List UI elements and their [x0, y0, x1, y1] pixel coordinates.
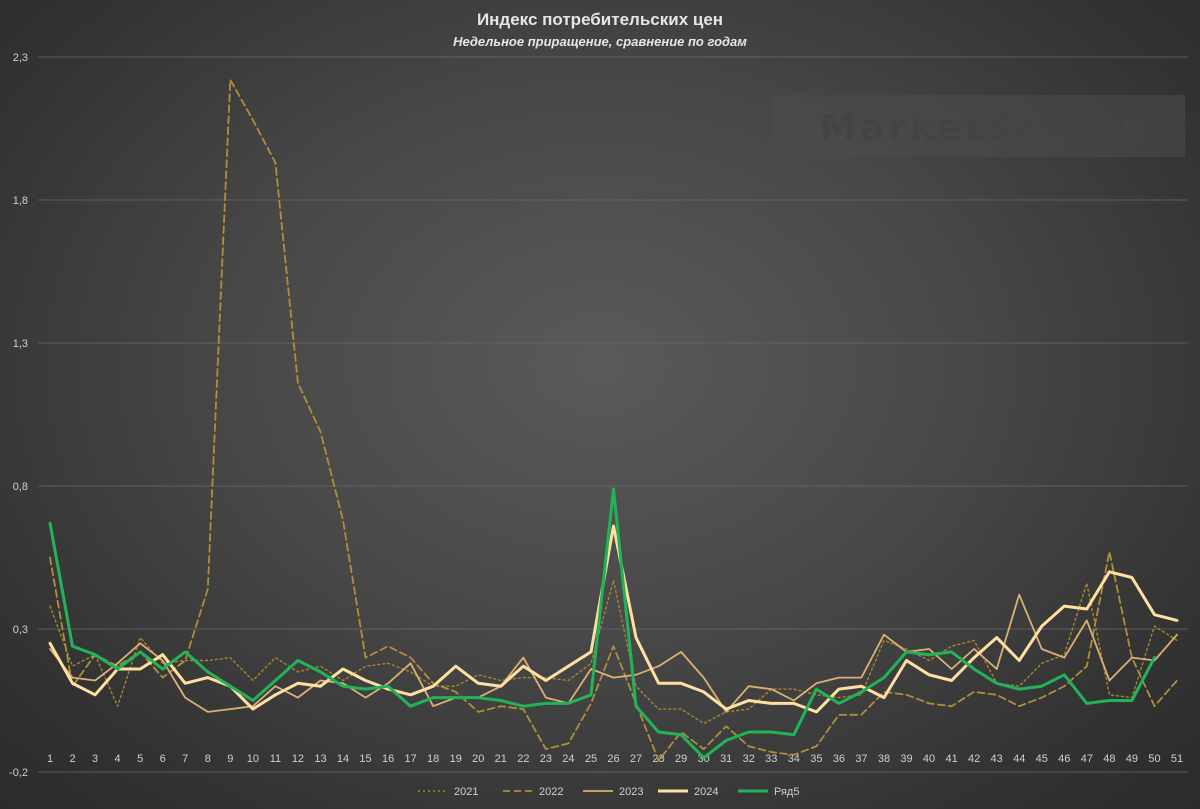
x-tick-label: 9	[227, 753, 233, 765]
x-tick-label: 8	[205, 753, 211, 765]
x-tick-label: 12	[292, 753, 304, 765]
series-lines	[48, 79, 1179, 762]
x-tick-label: 51	[1171, 753, 1183, 765]
x-tick-label: 5	[137, 753, 143, 765]
x-tick-label: 15	[359, 753, 371, 765]
x-tick-label: 45	[1036, 753, 1048, 765]
x-tick-label: 39	[900, 753, 912, 765]
gridlines	[38, 56, 1188, 773]
x-tick-label: 49	[1126, 753, 1138, 765]
series-line-1	[49, 579, 1178, 725]
x-tick-label: 26	[607, 753, 619, 765]
x-tick-label: 11	[270, 753, 281, 765]
y-tick-label: 2,3	[13, 52, 28, 64]
x-tick-label: 17	[405, 753, 417, 765]
y-tick-label: 0,3	[13, 624, 28, 636]
series-line-2	[49, 79, 1178, 762]
series-line-4	[48, 524, 1179, 714]
series-line-3	[49, 593, 1178, 713]
x-tick-label: 31	[720, 753, 732, 765]
x-tick-label: 33	[765, 753, 777, 765]
x-tick-label: 43	[991, 753, 1003, 765]
chart-title: Индекс потребительских цен	[477, 10, 723, 29]
legend-label: Ряд5	[774, 786, 799, 798]
x-tick-label: 47	[1081, 753, 1093, 765]
x-tick-label: 21	[495, 753, 507, 765]
x-tick-label: 13	[314, 753, 326, 765]
watermark-box	[773, 95, 1185, 157]
x-tick-label: 10	[247, 753, 259, 765]
x-tick-label: 22	[517, 753, 529, 765]
x-tick-label: 25	[585, 753, 597, 765]
x-tick-label: 27	[630, 753, 642, 765]
x-tick-label: 40	[923, 753, 935, 765]
x-tick-label: 23	[540, 753, 552, 765]
y-tick-label: 1,3	[13, 338, 28, 350]
x-tick-label: 41	[945, 753, 957, 765]
x-tick-label: 38	[878, 753, 890, 765]
legend-label: 2021	[454, 786, 478, 798]
legend-label: 2022	[539, 786, 563, 798]
x-tick-label: 24	[562, 753, 574, 765]
x-tick-label: 35	[810, 753, 822, 765]
x-tick-label: 16	[382, 753, 394, 765]
x-axis-ticks: 1 2 3 4 5 6 7 8 9 10 11 12 13 14 15 16 17 18 19 20 21 22 23 24 2…	[47, 753, 1183, 765]
x-tick-label: 50	[1148, 753, 1160, 765]
x-tick-label: 32	[743, 753, 755, 765]
x-tick-label: 44	[1013, 753, 1025, 765]
x-tick-label: 37	[855, 753, 867, 765]
x-tick-label: 29	[675, 753, 687, 765]
x-tick-label: 18	[427, 753, 439, 765]
x-tick-label: 34	[788, 753, 800, 765]
legend-label: 2023	[619, 786, 643, 798]
x-tick-label: 3	[92, 753, 98, 765]
x-tick-label: 20	[472, 753, 484, 765]
y-tick-label: -0,2	[9, 767, 28, 779]
series-line-5	[48, 487, 1156, 760]
x-tick-label: 1	[47, 753, 53, 765]
y-tick-label: 0,8	[13, 481, 28, 493]
x-tick-label: 48	[1103, 753, 1115, 765]
x-tick-label: 7	[182, 753, 188, 765]
x-tick-label: 2	[69, 753, 75, 765]
x-tick-label: 36	[833, 753, 845, 765]
watermark-logo: MarketScreen	[820, 108, 1150, 149]
x-tick-label: 46	[1058, 753, 1070, 765]
x-tick-label: 42	[968, 753, 980, 765]
legend-label: 2024	[694, 786, 718, 798]
x-tick-label: 14	[337, 753, 349, 765]
y-axis-ticks: -0,2 0,3 0,8 1,3 1,8 2,3	[9, 52, 28, 779]
legend: 2021 2022 2023 2024 Ряд5	[418, 786, 799, 798]
y-tick-label: 1,8	[13, 195, 28, 207]
x-tick-label: 4	[115, 753, 121, 765]
x-tick-label: 6	[160, 753, 166, 765]
chart-subtitle: Недельное приращение, сравнение по годам	[453, 34, 747, 49]
x-tick-label: 19	[450, 753, 462, 765]
